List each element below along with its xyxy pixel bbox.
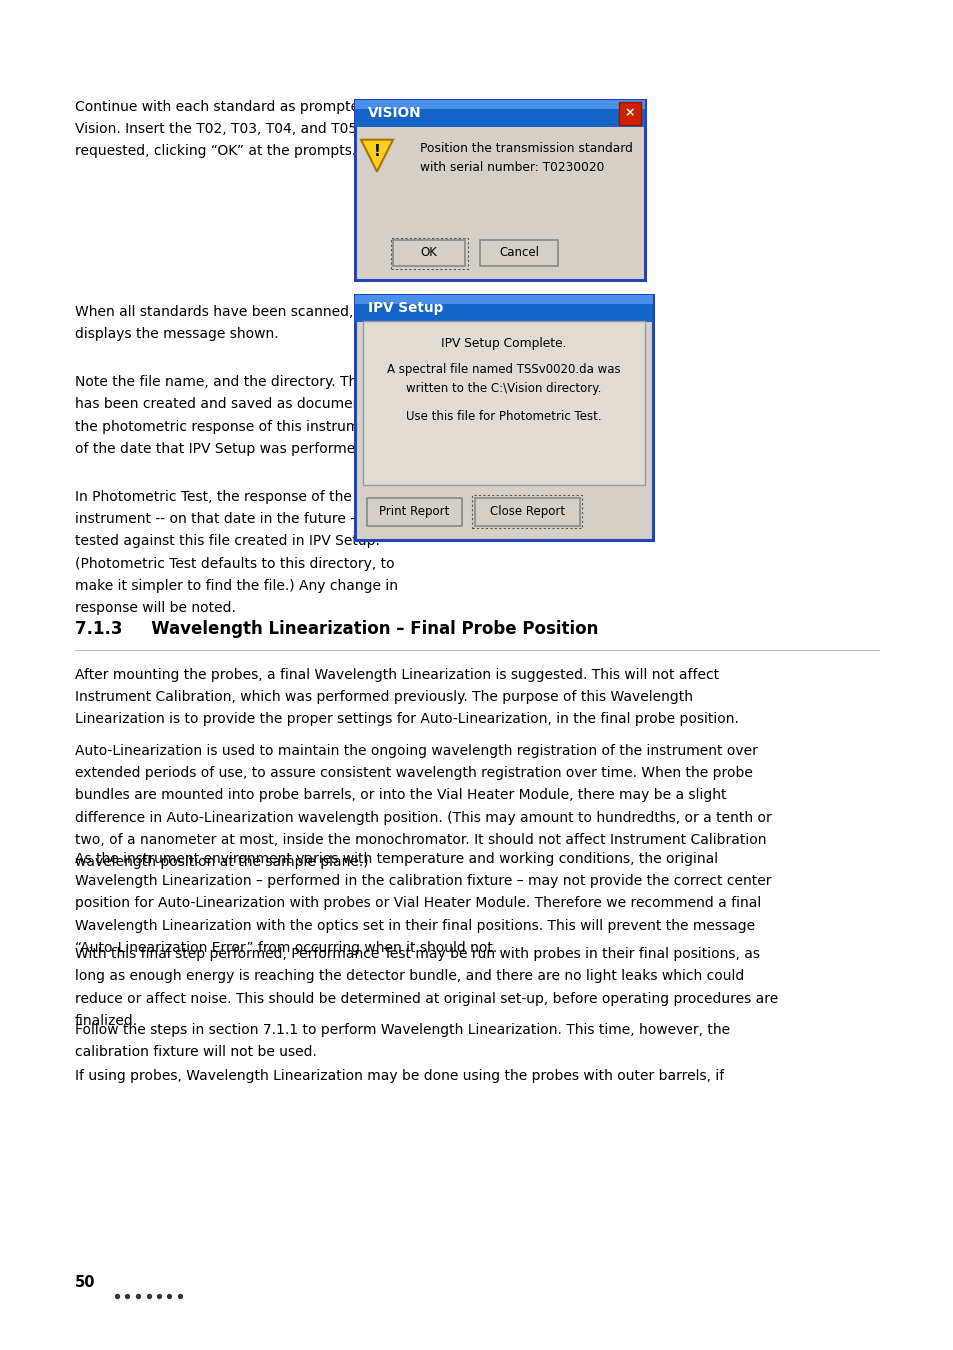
FancyBboxPatch shape: [479, 240, 558, 266]
Text: As the instrument environment varies with temperature and working conditions, th: As the instrument environment varies wit…: [75, 852, 771, 954]
FancyBboxPatch shape: [367, 498, 461, 526]
Polygon shape: [360, 139, 393, 171]
Text: Position the transmission standard
with serial number: T0230020: Position the transmission standard with …: [419, 143, 632, 174]
FancyBboxPatch shape: [618, 103, 640, 124]
FancyBboxPatch shape: [355, 296, 652, 321]
Text: !: !: [374, 144, 380, 159]
Text: After mounting the probes, a final Wavelength Linearization is suggested. This w: After mounting the probes, a final Wavel…: [75, 668, 739, 726]
Text: 50: 50: [75, 1274, 95, 1291]
Text: A spectral file named TSSv0020.da was
written to the C:\Vision directory.: A spectral file named TSSv0020.da was wr…: [387, 363, 620, 396]
Text: Continue with each standard as prompted by
Vision. Insert the T02, T03, T04, and: Continue with each standard as prompted …: [75, 100, 389, 158]
Text: Print Report: Print Report: [379, 505, 449, 518]
Text: Follow the steps in section 7.1.1 to perform Wavelength Linearization. This time: Follow the steps in section 7.1.1 to per…: [75, 1023, 729, 1060]
Text: Note the file name, and the directory. This file
has been created and saved as d: Note the file name, and the directory. T…: [75, 375, 419, 456]
Text: IPV Setup Complete.: IPV Setup Complete.: [441, 338, 566, 351]
Text: If using probes, Wavelength Linearization may be done using the probes with oute: If using probes, Wavelength Linearizatio…: [75, 1069, 723, 1083]
Text: Cancel: Cancel: [498, 247, 538, 259]
FancyBboxPatch shape: [355, 100, 644, 109]
Text: Use this file for Photometric Test.: Use this file for Photometric Test.: [406, 409, 601, 423]
Text: Auto-Linearization is used to maintain the ongoing wavelength registration of th: Auto-Linearization is used to maintain t…: [75, 744, 771, 869]
FancyBboxPatch shape: [363, 321, 644, 485]
FancyBboxPatch shape: [355, 296, 652, 304]
FancyBboxPatch shape: [355, 100, 644, 127]
FancyBboxPatch shape: [355, 100, 644, 279]
Text: When all standards have been scanned, Vision
displays the message shown.: When all standards have been scanned, Vi…: [75, 305, 398, 342]
FancyBboxPatch shape: [355, 296, 652, 540]
Text: With this final step performed, Performance Test may be run with probes in their: With this final step performed, Performa…: [75, 946, 778, 1027]
Text: VISION: VISION: [368, 107, 421, 120]
Text: Close Report: Close Report: [490, 505, 564, 518]
Text: IPV Setup: IPV Setup: [368, 301, 443, 316]
FancyBboxPatch shape: [475, 498, 579, 526]
Text: 7.1.3     Wavelength Linearization – Final Probe Position: 7.1.3 Wavelength Linearization – Final P…: [75, 620, 598, 639]
Text: OK: OK: [420, 247, 437, 259]
FancyBboxPatch shape: [393, 240, 464, 266]
Text: In Photometric Test, the response of the
instrument -- on that date in the futur: In Photometric Test, the response of the…: [75, 490, 406, 616]
Text: ×: ×: [624, 107, 635, 120]
